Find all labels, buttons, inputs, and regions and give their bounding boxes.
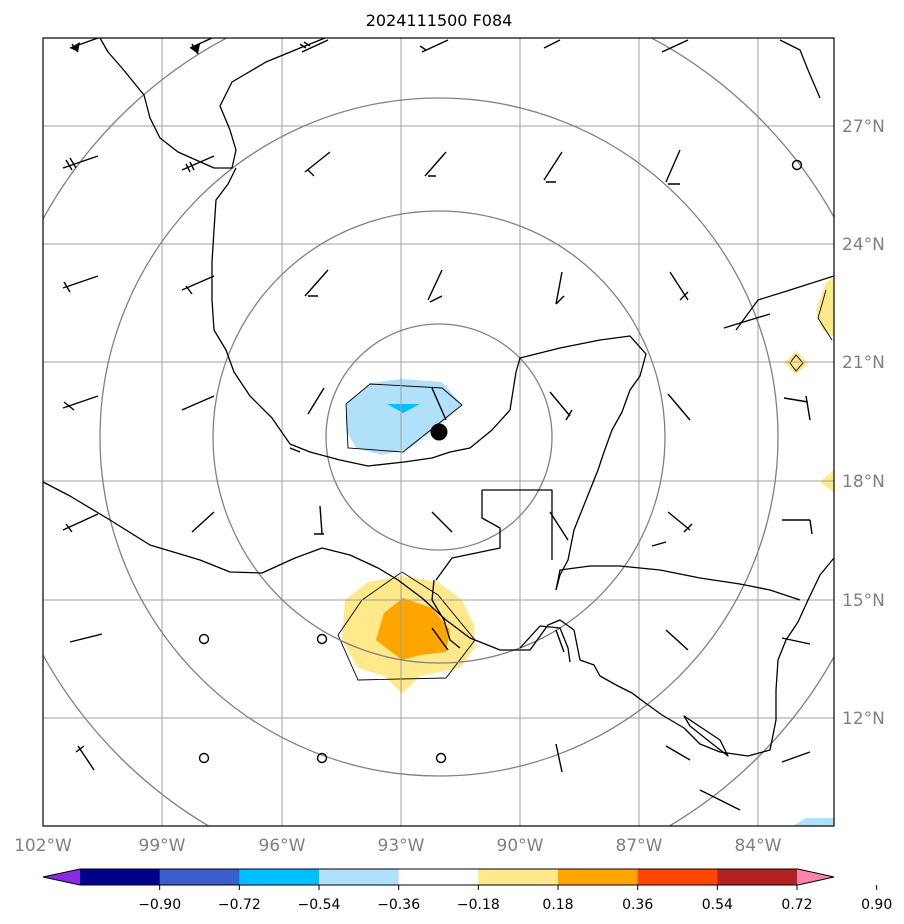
colorbar-tick-label: 0.54 — [702, 897, 733, 913]
colorbar-cell — [80, 869, 161, 885]
colorbar-cell — [558, 869, 639, 885]
colorbar-tick-label: 0.36 — [622, 897, 653, 913]
storm-center-marker — [430, 423, 448, 441]
lon-label-84w: 84°W — [735, 836, 782, 856]
lat-label-21n: 21°N — [842, 353, 885, 373]
lat-label-15n: 15°N — [842, 591, 885, 611]
colorbar-extend-high — [797, 869, 834, 885]
calm-wind-markers — [198, 159, 803, 764]
wind-barb-flags — [70, 42, 200, 54]
colorbar-cell — [239, 869, 320, 885]
gridlines — [43, 38, 834, 826]
colorbar-tick-label: −0.90 — [138, 897, 181, 913]
colorbar-cells — [43, 869, 834, 885]
colorbar-tick-label: 0.90 — [861, 897, 892, 913]
lon-label-99w: 99°W — [139, 836, 186, 856]
colorbar-tick-label: 0.18 — [542, 897, 573, 913]
lon-label-90w: 90°W — [497, 836, 544, 856]
colorbar-tick-label: 0.72 — [781, 897, 812, 913]
positive-anomaly-area — [342, 277, 834, 694]
colorbar-cell — [717, 869, 798, 885]
colorbar-tick-label: −0.18 — [457, 897, 500, 913]
map-frame — [42, 37, 835, 827]
lat-label-27n: 27°N — [842, 117, 885, 137]
lon-label-96w: 96°W — [259, 836, 306, 856]
colorbar-cell — [637, 869, 718, 885]
negative-anomaly-area — [346, 379, 834, 826]
anomaly-contours — [337, 289, 833, 681]
lat-label-12n: 12°N — [842, 709, 885, 729]
lat-label-24n: 24°N — [842, 235, 885, 255]
colorbar: −0.90 −0.72 −0.54 −0.36 −0.18 0.18 0.36 0.54 0.7… — [42, 868, 892, 913]
wind-barbs — [62, 38, 813, 773]
colorbar-tick-label: −0.54 — [298, 897, 341, 913]
colorbar-tick-label: −0.72 — [218, 897, 261, 913]
map-title: 2024111500 F084 — [366, 11, 513, 30]
colorbar-extend-low — [43, 869, 80, 885]
coastlines — [43, 38, 834, 811]
lon-label-87w: 87°W — [616, 836, 663, 856]
lat-label-18n: 18°N — [842, 472, 885, 492]
colorbar-cell — [398, 869, 479, 885]
colorbar-tick-label: −0.36 — [377, 897, 420, 913]
colorbar-cell — [319, 869, 400, 885]
lon-label-93w: 93°W — [378, 836, 425, 856]
colorbar-ticks: −0.90 −0.72 −0.54 −0.36 −0.18 0.18 0.36 0.54 0.7… — [138, 885, 892, 913]
lon-label-102w: 102°W — [14, 836, 72, 856]
colorbar-cell — [159, 869, 240, 885]
colorbar-outline — [42, 868, 835, 886]
map-area — [43, 38, 834, 826]
colorbar-cell — [478, 869, 559, 885]
range-rings — [43, 38, 834, 826]
